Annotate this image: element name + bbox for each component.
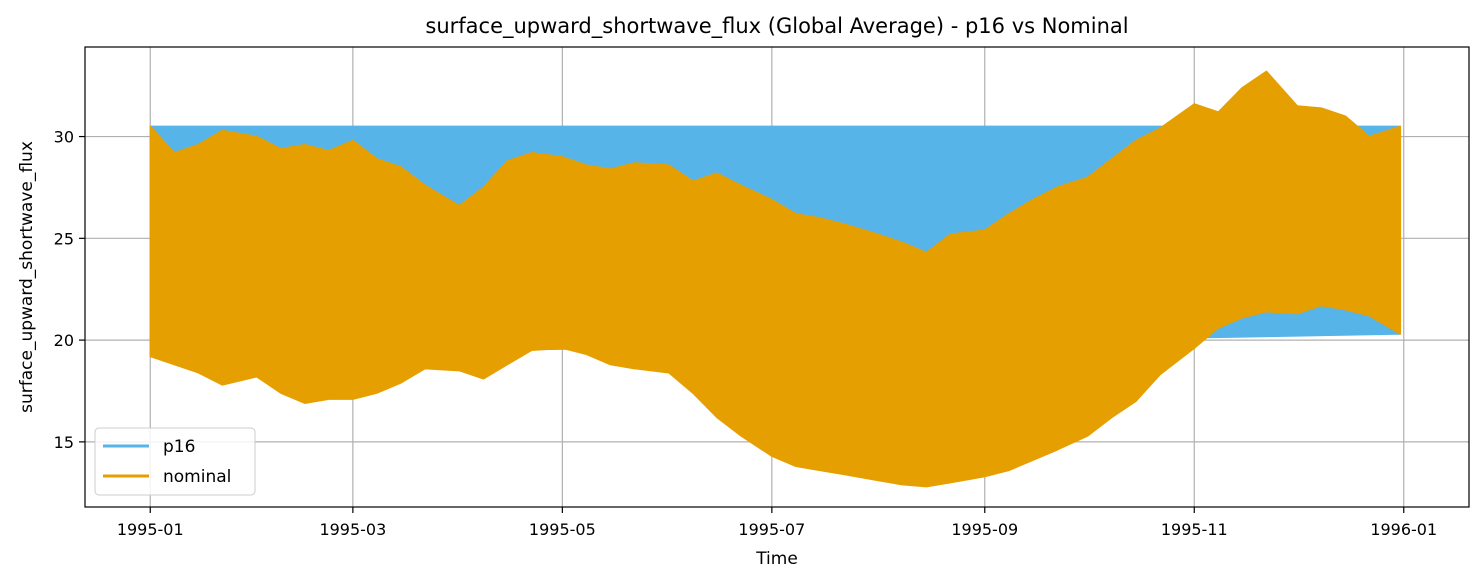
x-tick-label: 1995-09 (951, 520, 1018, 539)
x-tick-label: 1995-05 (529, 520, 596, 539)
y-axis-title: surface_upward_shortwave_flux (17, 141, 37, 413)
x-tick-label: 1995-07 (738, 520, 805, 539)
legend-label-nominal: nominal (163, 467, 231, 487)
x-axis-title: Time (755, 549, 798, 569)
x-tick-label: 1995-01 (117, 520, 184, 539)
y-tick-label: 30 (54, 128, 74, 147)
plot-frame (84, 46, 1470, 508)
y-axis: 15 20 25 30 (54, 128, 85, 452)
y-tick-label: 15 (54, 433, 74, 452)
x-tick-label: 1995-11 (1161, 520, 1228, 539)
legend: p16 nominal (94, 427, 256, 496)
x-tick-label: 1996-01 (1370, 520, 1437, 539)
y-tick-label: 20 (54, 331, 74, 350)
legend-label-p16: p16 (163, 437, 195, 457)
chart-title: surface_upward_shortwave_flux (Global Av… (425, 14, 1128, 39)
x-axis: 1995-01 1995-03 1995-05 1995-07 1995-09 1995-… (117, 507, 1437, 539)
series-layer (149, 70, 1402, 488)
series-band-nominal (149, 70, 1402, 488)
x-tick-label: 1995-03 (319, 520, 386, 539)
y-tick-label: 25 (54, 229, 74, 248)
